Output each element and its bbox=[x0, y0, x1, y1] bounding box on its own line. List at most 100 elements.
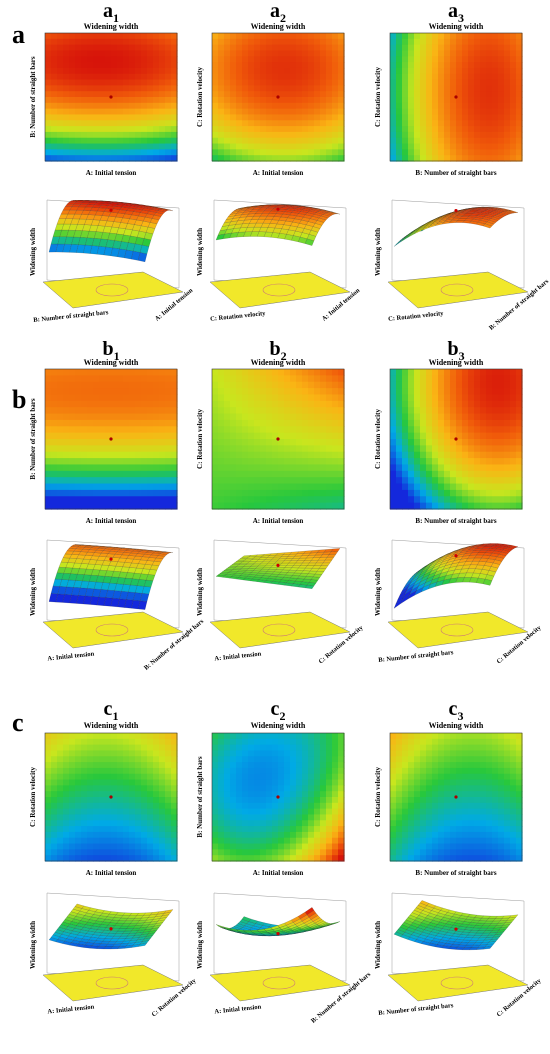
heatmap-cell bbox=[432, 451, 439, 459]
heatmap-cell bbox=[117, 733, 124, 740]
heatmap-cell bbox=[81, 843, 88, 850]
heatmap-cell bbox=[492, 85, 499, 92]
heatmap-cell bbox=[414, 432, 421, 440]
heatmap-cell bbox=[165, 802, 172, 810]
heatmap-cell bbox=[99, 837, 106, 845]
heatmap-cell bbox=[408, 155, 415, 162]
heatmap-cell bbox=[218, 750, 225, 757]
heatmap-cell bbox=[63, 38, 70, 46]
heatmap-cell bbox=[224, 97, 231, 104]
heatmap-cell bbox=[93, 102, 100, 110]
heatmap-cell bbox=[420, 108, 427, 116]
heatmap-cell bbox=[242, 797, 249, 804]
heatmap-cell bbox=[224, 831, 231, 839]
heatmap-cell bbox=[99, 62, 106, 69]
heatmap-cell bbox=[474, 149, 481, 156]
heatmap-cell bbox=[474, 108, 481, 116]
heatmap-cell bbox=[165, 369, 172, 376]
heatmap-cell bbox=[212, 394, 219, 402]
heatmap-cell bbox=[516, 38, 523, 46]
heatmap-cell bbox=[93, 820, 100, 827]
heatmap-cell bbox=[462, 33, 469, 40]
heatmap-cell bbox=[260, 38, 267, 46]
heatmap-cell bbox=[444, 502, 451, 510]
heatmap-cell bbox=[480, 477, 487, 485]
heatmap-cell bbox=[135, 837, 142, 845]
heatmap-cell bbox=[248, 50, 255, 57]
heatmap-cell bbox=[308, 489, 315, 497]
heatmap-cell bbox=[141, 826, 148, 833]
heatmap-cell bbox=[408, 381, 415, 389]
heatmap-cell bbox=[45, 143, 52, 150]
heatmap-cell bbox=[468, 439, 475, 446]
heatmap-cell bbox=[308, 38, 315, 46]
heatmap-cell bbox=[426, 91, 433, 98]
heatmap-cell bbox=[320, 381, 327, 389]
heatmap-cell bbox=[93, 837, 100, 845]
response-surface-c1 bbox=[42, 892, 184, 1002]
heatmap-cell bbox=[212, 750, 219, 757]
heatmap-cell bbox=[390, 432, 397, 440]
heatmap-cell bbox=[117, 62, 124, 69]
heatmap-cell bbox=[75, 426, 82, 434]
heatmap-cell bbox=[396, 33, 403, 40]
heatmap-cell bbox=[432, 458, 439, 466]
heatmap-cell bbox=[242, 97, 249, 104]
heatmap-cell bbox=[408, 458, 415, 466]
heatmap-cell bbox=[426, 394, 433, 402]
heatmap-cell bbox=[153, 91, 160, 98]
heatmap-cell bbox=[486, 388, 493, 396]
heatmap-cell bbox=[332, 50, 339, 57]
heatmap-cell bbox=[147, 808, 154, 816]
heatmap-cell bbox=[212, 855, 219, 862]
heatmap-cell bbox=[171, 496, 178, 504]
heatmap-cell bbox=[75, 483, 82, 491]
heatmap-cell bbox=[57, 56, 64, 63]
heatmap-cell bbox=[135, 496, 142, 504]
heatmap-cell bbox=[302, 464, 309, 472]
heatmap-cell bbox=[462, 483, 469, 491]
heatmap-cell bbox=[260, 56, 267, 63]
heatmap-cell bbox=[81, 407, 88, 415]
heatmap-cell bbox=[141, 439, 148, 446]
heatmap-cell bbox=[266, 149, 273, 156]
heatmap-cell bbox=[278, 496, 285, 504]
heatmap-cell bbox=[171, 808, 178, 816]
heatmap-cell bbox=[456, 120, 463, 127]
heatmap-cell bbox=[159, 831, 166, 839]
heatmap-cell bbox=[63, 814, 70, 821]
heatmap-cell bbox=[432, 432, 439, 440]
heatmap-cell bbox=[236, 826, 243, 833]
heatmap-cell bbox=[278, 464, 285, 472]
heatmap-cell bbox=[141, 843, 148, 850]
heatmap-cell bbox=[165, 733, 172, 740]
heatmap-cell bbox=[266, 67, 273, 75]
heatmap-cell bbox=[444, 439, 451, 446]
heatmap-cell bbox=[141, 762, 148, 769]
heatmap-cell bbox=[141, 38, 148, 46]
heatmap-cell bbox=[93, 143, 100, 150]
heatmap-cell bbox=[302, 483, 309, 491]
heatmap-cell bbox=[266, 143, 273, 150]
heatmap-cell bbox=[414, 91, 421, 98]
heatmap-cell bbox=[308, 97, 315, 104]
heatmap-cell bbox=[414, 79, 421, 86]
heatmap-cell bbox=[153, 779, 160, 786]
heatmap-cell bbox=[51, 102, 58, 110]
heatmap-cell bbox=[135, 502, 142, 510]
heatmap-cell bbox=[510, 137, 517, 145]
heatmap-cell bbox=[99, 394, 106, 402]
heatmap-cell bbox=[402, 155, 409, 162]
heatmap-cell bbox=[320, 79, 327, 86]
heatmap-cell bbox=[75, 767, 82, 775]
heatmap-cell bbox=[290, 502, 297, 510]
heatmap-cell bbox=[153, 744, 160, 752]
heatmap-cell bbox=[111, 102, 118, 110]
heatmap-cell bbox=[462, 477, 469, 485]
heatmap-cell bbox=[129, 38, 136, 46]
heatmap-cell bbox=[498, 108, 505, 116]
heatmap-cell bbox=[450, 91, 457, 98]
heatmap-cell bbox=[254, 388, 261, 396]
heatmap-cell bbox=[504, 477, 511, 485]
heatmap-cell bbox=[426, 79, 433, 86]
